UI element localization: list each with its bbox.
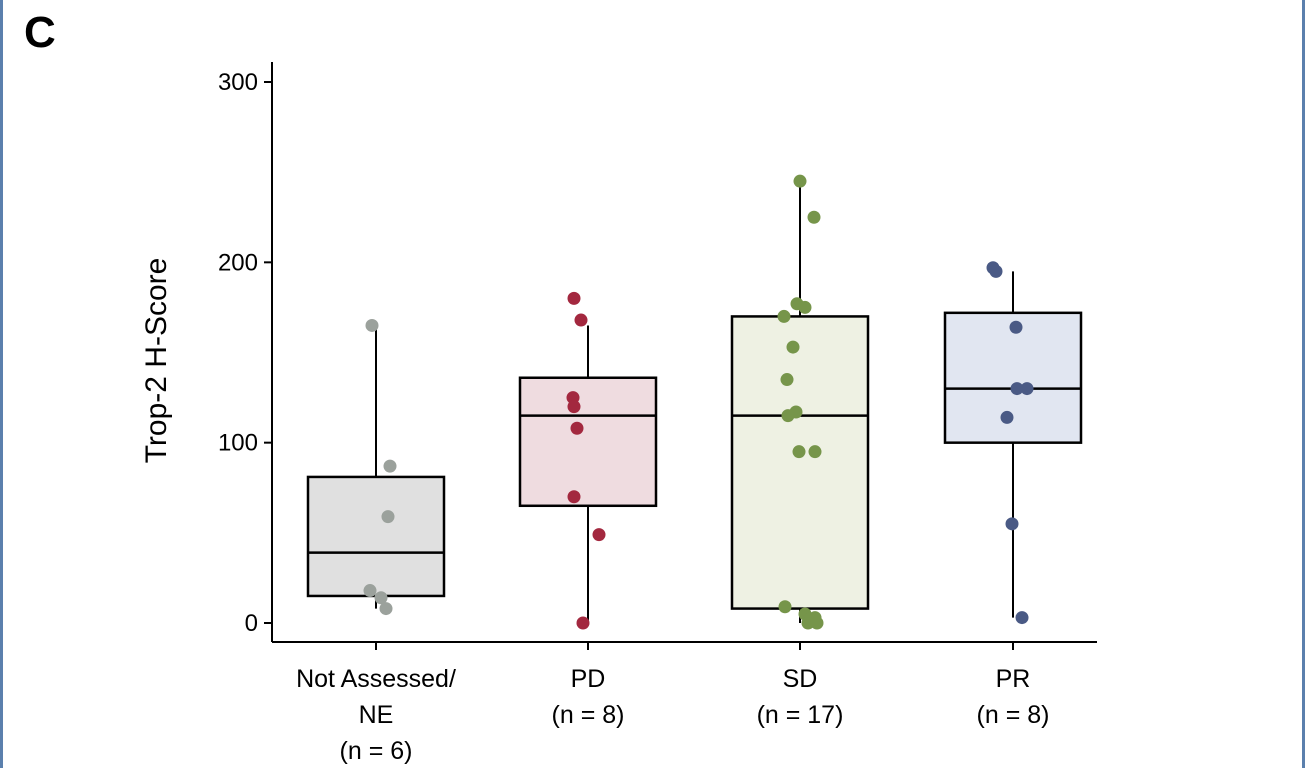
data-point xyxy=(1000,410,1014,424)
data-point xyxy=(379,602,393,616)
y-tick-label: 300 xyxy=(218,69,258,96)
category-label: (n = 17) xyxy=(757,701,844,729)
data-point xyxy=(793,174,807,188)
box-iqr xyxy=(306,475,446,598)
data-point xyxy=(567,490,581,504)
data-point xyxy=(786,340,800,354)
data-point xyxy=(1010,382,1024,396)
data-point xyxy=(592,528,606,542)
data-point xyxy=(1015,611,1029,625)
box-iqr xyxy=(943,311,1083,444)
data-point xyxy=(374,591,388,605)
data-point xyxy=(567,400,581,414)
category-label: Not Assessed/ xyxy=(296,665,456,693)
data-point xyxy=(576,616,590,630)
data-point xyxy=(778,600,792,614)
box-iqr xyxy=(730,315,870,610)
category-label: (n = 8) xyxy=(977,701,1050,729)
category-label: PD xyxy=(571,665,606,693)
y-tick-label: 100 xyxy=(218,430,258,457)
data-point xyxy=(574,313,588,327)
data-point xyxy=(570,421,584,435)
category-label: NE xyxy=(359,701,394,729)
data-point xyxy=(808,445,822,459)
data-point xyxy=(363,584,377,598)
y-tick-label: 200 xyxy=(218,249,258,276)
data-point xyxy=(1009,320,1023,334)
data-point xyxy=(989,264,1003,278)
box-iqr xyxy=(518,376,658,508)
data-point xyxy=(798,300,812,314)
data-point xyxy=(780,373,794,387)
data-point xyxy=(383,459,397,473)
data-point xyxy=(777,309,791,323)
data-point xyxy=(807,210,821,224)
category-label: (n = 6) xyxy=(340,737,413,765)
data-point xyxy=(781,409,795,423)
data-point xyxy=(792,445,806,459)
category-label: PR xyxy=(996,665,1031,693)
category-label: (n = 8) xyxy=(552,701,625,729)
data-point xyxy=(1020,382,1034,396)
data-point xyxy=(810,616,824,630)
data-point xyxy=(801,616,815,630)
data-point xyxy=(1005,517,1019,531)
data-point xyxy=(381,510,395,524)
data-point xyxy=(365,318,379,332)
y-axis-title: Trop-2 H-Score xyxy=(140,258,173,464)
y-tick-label: 0 xyxy=(245,610,258,637)
category-label: SD xyxy=(783,665,818,693)
data-point xyxy=(567,291,581,305)
panel-label: C xyxy=(24,8,56,57)
